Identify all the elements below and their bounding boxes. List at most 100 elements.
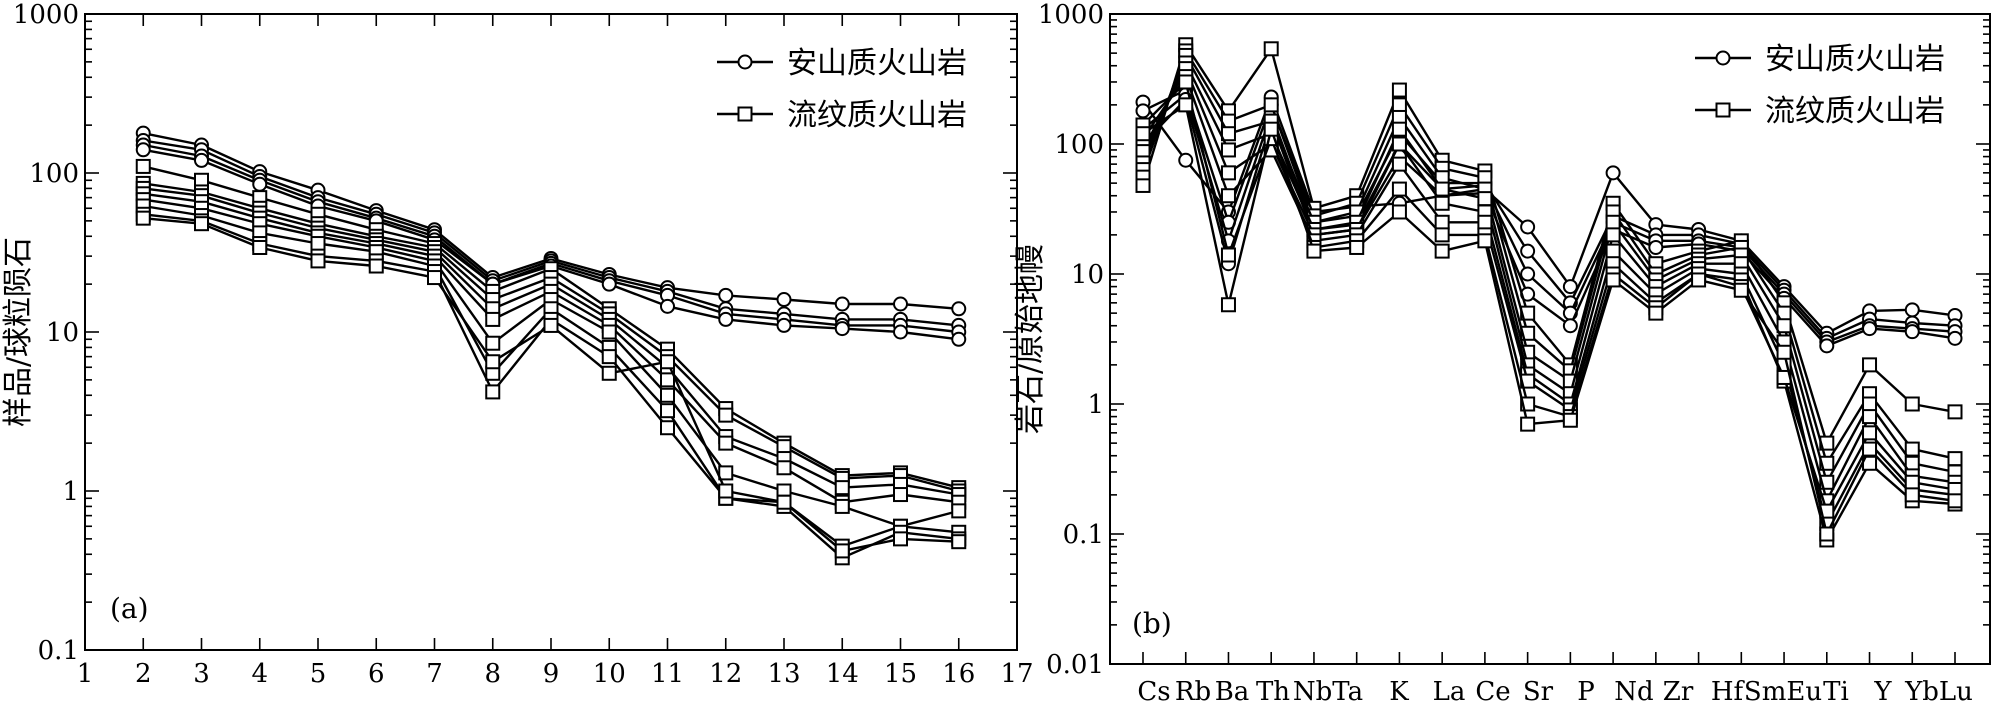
a-data-point: [834, 498, 850, 514]
a-x-tick-label: 5: [310, 659, 327, 689]
b-data-point: [1862, 357, 1878, 373]
a-x-tick-label: 11: [651, 659, 684, 689]
b-x-tick-label: Rb: [1175, 677, 1211, 701]
b-data-point: [1520, 219, 1536, 235]
a-y-tick-label: 100: [29, 159, 79, 189]
a-data-point: [660, 298, 675, 314]
b-data-point: [1819, 526, 1835, 542]
b-data-point: [1691, 272, 1707, 288]
a-data-point: [951, 534, 967, 550]
b-data-point: [1862, 409, 1878, 425]
b-data-point: [1904, 302, 1920, 318]
b-data-point: [1434, 243, 1450, 259]
b-data-point: [1391, 181, 1407, 197]
a-data-point: [718, 311, 734, 327]
b-data-point: [1220, 188, 1236, 204]
a-data-point: [252, 239, 268, 255]
a-data-point: [893, 487, 908, 503]
b-data-point: [1220, 165, 1236, 181]
a-data-point: [135, 210, 151, 226]
b-x-tick-label: Sr: [1523, 677, 1554, 701]
a-x-tick-label: 7: [426, 659, 443, 689]
b-data-point: [1776, 318, 1792, 334]
b-data-point: [1220, 247, 1236, 263]
a-data-point: [310, 253, 326, 269]
a-x-tick-label: 14: [826, 659, 859, 689]
b-series-line: [1142, 80, 1956, 513]
b-data-point: [1819, 338, 1835, 354]
a-data-point: [951, 503, 967, 519]
a-data-point: [718, 407, 734, 423]
b-legend-label: 流纹质火山岩: [1765, 94, 1945, 129]
a-x-tick-label: 17: [1000, 659, 1033, 689]
b-data-point: [1862, 321, 1878, 337]
b-data-point: [1391, 136, 1407, 152]
b-data-point: [1391, 156, 1407, 172]
b-x-tick-label: NbTa: [1293, 677, 1363, 701]
b-series-line: [1142, 103, 1956, 536]
b-data-point: [1862, 396, 1878, 412]
b-data-point: [1605, 165, 1621, 181]
b-x-tick-label: K: [1389, 677, 1409, 701]
a-y-tick-label: 1: [62, 477, 79, 507]
a-data-point: [834, 543, 850, 559]
a-data-point: [368, 258, 384, 274]
a-x-tick-label: 9: [543, 659, 560, 689]
b-x-tick-label: Cs: [1137, 677, 1170, 701]
a-data-point: [718, 435, 734, 451]
b-data-point: [1862, 441, 1878, 457]
a-legend-label: 流纹质火山岩: [787, 98, 967, 133]
b-data-point: [1178, 97, 1194, 113]
b-data-point: [1135, 103, 1151, 119]
a-data-point: [485, 335, 501, 351]
a-data-point: [893, 296, 908, 312]
b-data-point: [1477, 233, 1493, 249]
a-data-point: [834, 296, 850, 312]
a-data-point: [485, 311, 501, 327]
b-data-point: [1605, 214, 1621, 230]
a-x-tick-label: 6: [368, 659, 385, 689]
a-data-point: [601, 276, 617, 292]
b-x-tick-label: SmEu: [1744, 677, 1822, 701]
b-series-line: [1141, 43, 1956, 445]
a-legend-label: 安山质火山岩: [787, 46, 967, 81]
b-y-tick-label: 100: [1054, 130, 1104, 160]
b-data-point: [1349, 239, 1365, 255]
a-data-point: [660, 354, 675, 370]
b-data-point: [1520, 243, 1536, 259]
b-data-point: [1434, 195, 1450, 211]
b-data-point: [1562, 279, 1578, 295]
b-data-point: [1391, 121, 1407, 137]
b-data-point: [1520, 416, 1536, 432]
a-x-tick-label: 13: [767, 659, 800, 689]
b-data-point: [1605, 272, 1621, 288]
b-data-point: [1391, 204, 1407, 220]
b-panel-label: (b): [1132, 607, 1172, 640]
b-data-point: [1605, 227, 1621, 243]
a-data-point: [893, 324, 908, 340]
a-data-point: [776, 494, 792, 510]
b-data-point: [1135, 177, 1151, 193]
b-legend-label: 安山质火山岩: [1765, 42, 1945, 77]
b-data-point: [1648, 239, 1664, 255]
b-data-point: [1947, 404, 1963, 420]
b-data-point: [1904, 324, 1920, 340]
a-data-point: [485, 354, 501, 370]
b-x-tick-label: P: [1577, 677, 1595, 701]
a-data-point: [660, 387, 675, 403]
b-data-point: [1263, 97, 1279, 113]
a-data-point: [601, 324, 617, 340]
b-data-point: [1477, 214, 1493, 230]
a-x-tick-label: 1: [77, 659, 94, 689]
a-y-tick-label: 0.1: [38, 636, 79, 666]
a-x-tick-label: 2: [135, 659, 152, 689]
b-data-point: [1947, 451, 1963, 467]
a-data-point: [601, 349, 617, 365]
chart-b: 0.01 0.1 1 10 100 1000 Cs Rb Ba Th NbTa K La Ce Sr P Nd Z…: [1013, 0, 1991, 701]
b-x-tick-label: Th: [1256, 677, 1290, 701]
a-data-point: [135, 158, 151, 174]
a-data-point: [718, 483, 734, 499]
a-data-point: [834, 321, 850, 337]
b-y-tick-label: 1: [1087, 390, 1104, 420]
a-data-point: [660, 372, 675, 388]
